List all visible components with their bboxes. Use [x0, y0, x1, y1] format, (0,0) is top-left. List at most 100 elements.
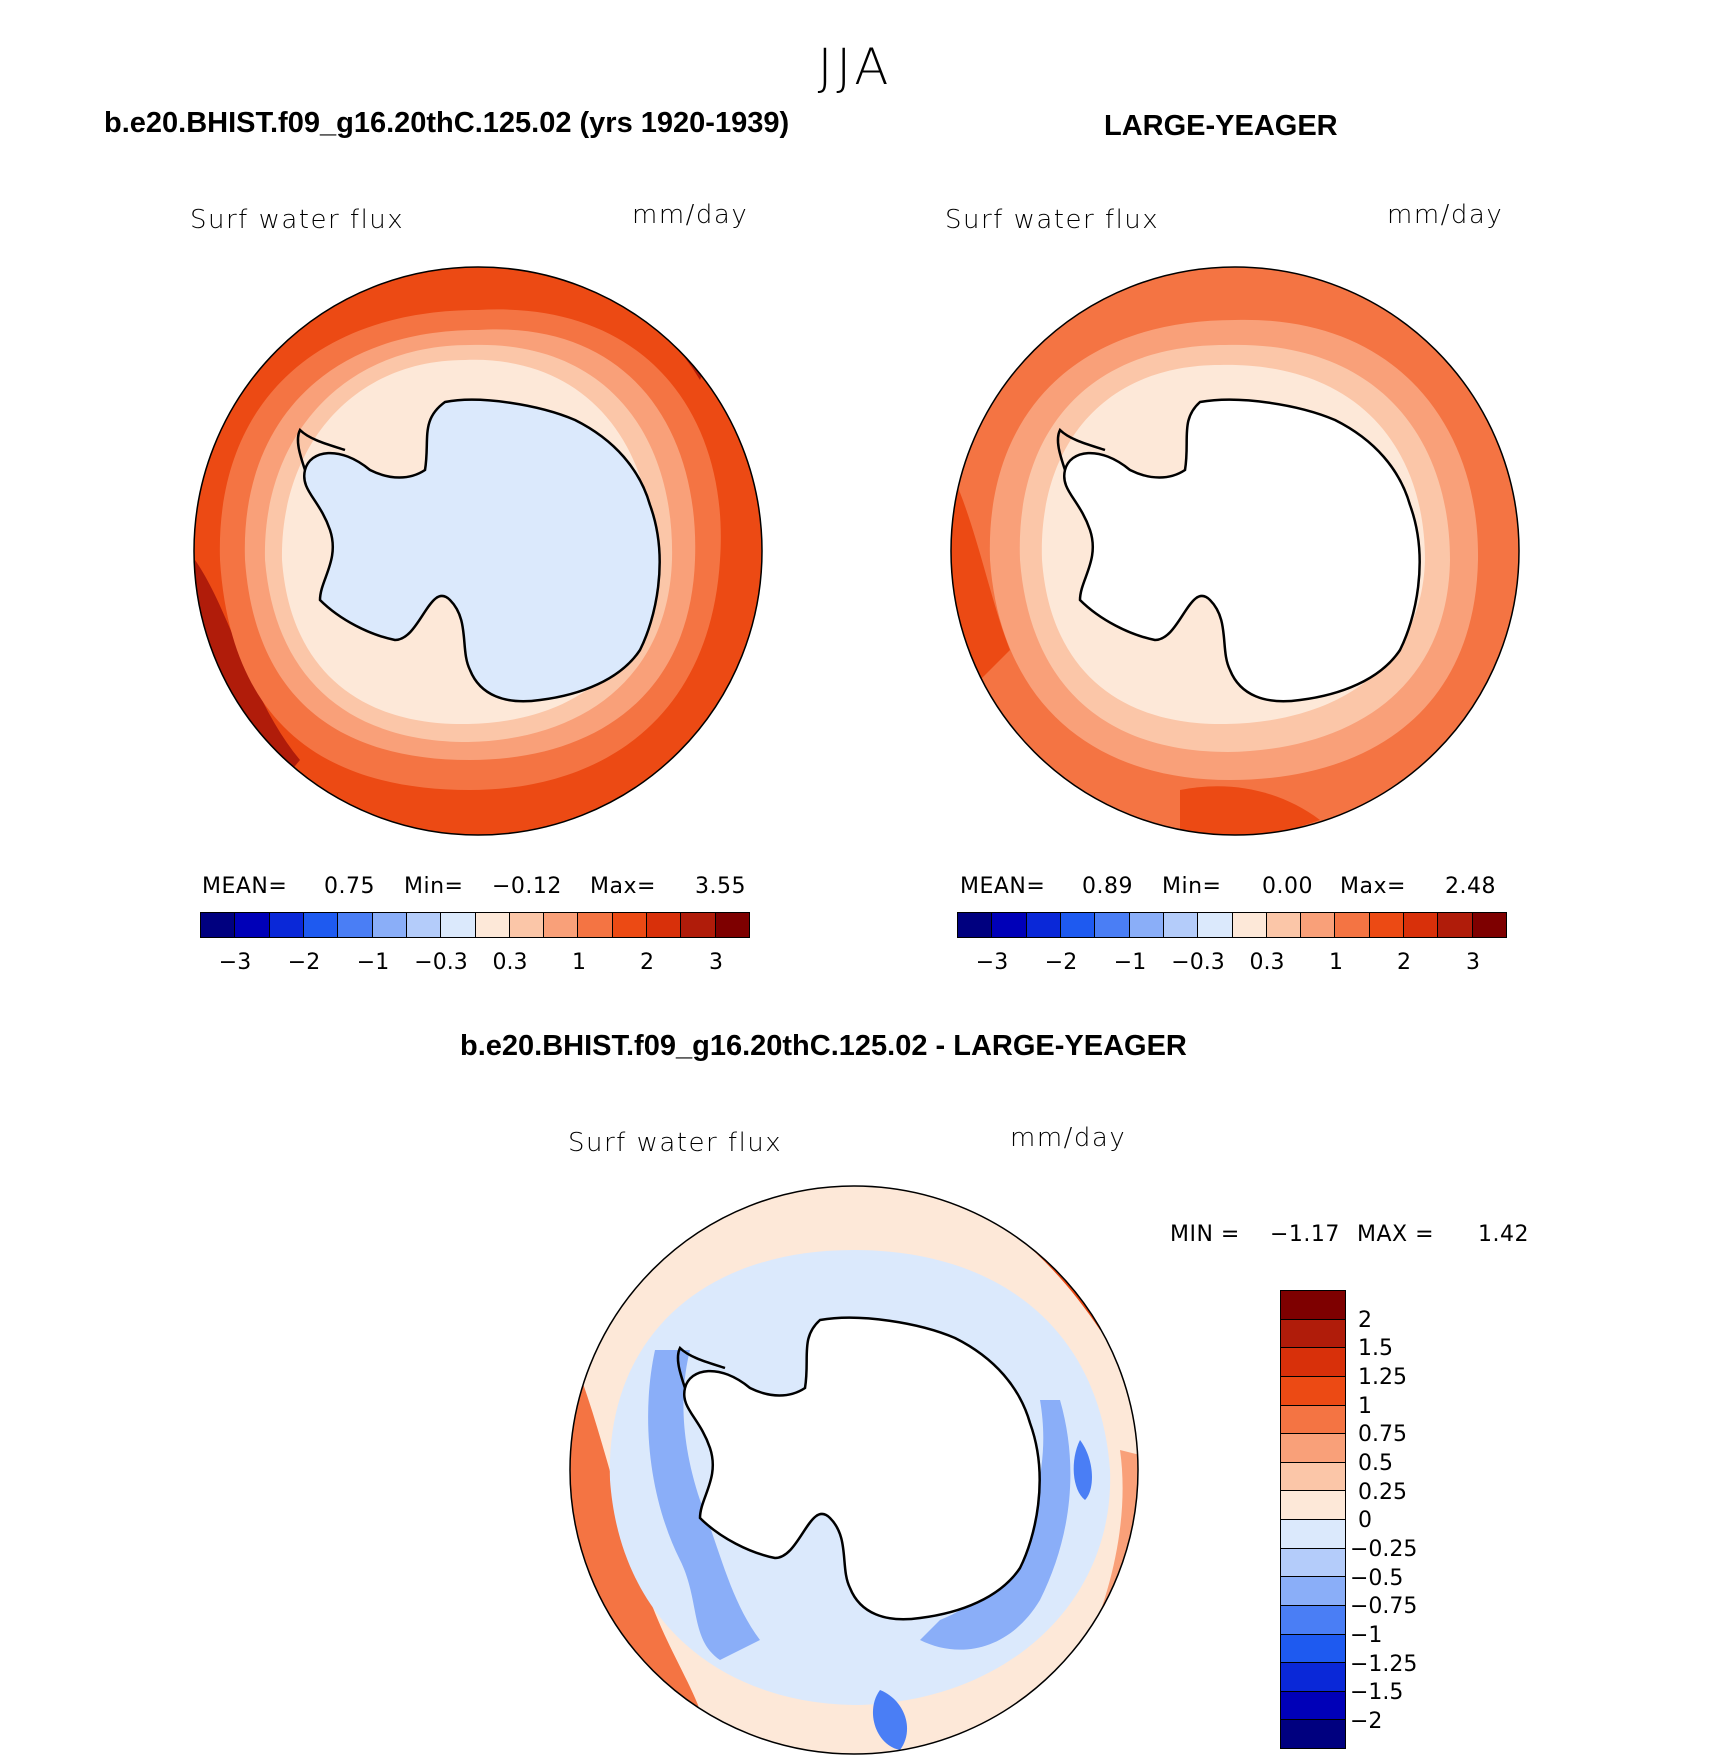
colorbar-swatch	[1129, 913, 1164, 937]
colorbar-swatch	[1281, 1491, 1345, 1520]
colorbar-swatch	[1438, 913, 1473, 937]
map2-band-2	[1019, 344, 1450, 752]
panel1-units-label: mm/day	[632, 200, 749, 230]
panel2-max-label: Max=	[1340, 874, 1406, 899]
panel1-max-value: 3.55	[695, 874, 746, 899]
panel2-max-value: 2.48	[1445, 874, 1496, 899]
cbar1-tick: −1	[356, 950, 390, 975]
panel1-min-label: Min=	[404, 874, 464, 899]
cbar2-tick: −3	[975, 950, 1009, 975]
map2-band-3	[1041, 364, 1425, 725]
map3-red-topright	[940, 1186, 1138, 1330]
cbar2-tick: 3	[1466, 950, 1480, 975]
colorbar-swatch	[475, 913, 510, 937]
colorbar-swatch	[1281, 1720, 1345, 1748]
vbar-label: −0.25	[1350, 1537, 1418, 1562]
colorbar-swatch	[372, 913, 407, 937]
panel2-min-label: Min=	[1162, 874, 1222, 899]
map2-peninsula	[1056, 427, 1106, 471]
map1-dark-patch-left	[194, 560, 300, 820]
panel1-min-value: −0.12	[492, 874, 562, 899]
colorbar-swatch	[1281, 1548, 1345, 1578]
map1-dark-patch-top	[560, 267, 720, 380]
colorbar-swatch	[958, 913, 993, 937]
colorbar-swatch	[578, 913, 613, 937]
colorbar-panel2	[957, 912, 1507, 938]
map2-outer-band	[951, 267, 1519, 835]
colorbar-swatch	[441, 913, 476, 937]
colorbar-swatch	[269, 913, 304, 937]
cbar1-tick: 1	[572, 950, 586, 975]
colorbar-swatch	[1301, 913, 1336, 937]
colorbar-panel1	[200, 912, 750, 938]
colorbar-swatch	[303, 913, 339, 937]
map1-peninsula	[296, 427, 346, 471]
vbar-label: 0	[1358, 1508, 1372, 1533]
map1-band-3	[264, 344, 673, 742]
panel2-variable-label: Surf water flux	[945, 205, 1160, 235]
map1-band-1	[219, 309, 721, 790]
colorbar-swatch	[647, 913, 682, 937]
vbar-label: −1.25	[1350, 1652, 1418, 1677]
panel3-variable-label: Surf water flux	[568, 1128, 783, 1158]
panel1-mean-value: 0.75	[324, 874, 375, 899]
cbar2-tick: 1	[1329, 950, 1343, 975]
colorbar-diff	[1280, 1290, 1346, 1749]
panel3-title: b.e20.BHIST.f09_g16.20thC.125.02 - LARGE…	[460, 1030, 1187, 1062]
panel2-mean-label: MEAN=	[960, 874, 1046, 899]
colorbar-swatch	[992, 913, 1027, 937]
cbar1-tick: −3	[218, 950, 252, 975]
panel1-mean-label: MEAN=	[202, 874, 288, 899]
cbar2-tick: 0.3	[1249, 950, 1285, 975]
map1-continent	[302, 398, 661, 703]
colorbar-swatch	[1472, 913, 1506, 937]
colorbar-swatch	[1281, 1663, 1345, 1692]
colorbar-swatch	[1026, 913, 1061, 937]
map3-blue-band-right	[920, 1400, 1071, 1650]
colorbar-swatch	[1266, 913, 1302, 937]
colorbar-swatch	[1281, 1691, 1345, 1721]
panel1-title: b.e20.BHIST.f09_g16.20thC.125.02 (yrs 19…	[104, 107, 790, 139]
map3-blue-band-mid	[648, 1350, 760, 1660]
colorbar-swatch	[1281, 1405, 1345, 1435]
map3-base	[570, 1186, 1138, 1754]
cbar1-tick: 2	[640, 950, 654, 975]
colorbar-swatch	[715, 913, 749, 937]
cbar1-tick: −0.3	[414, 950, 468, 975]
colorbar-swatch	[1281, 1434, 1345, 1463]
panel1-variable-label: Surf water flux	[190, 205, 405, 235]
map2-dark-patch-left	[951, 470, 1010, 700]
colorbar-swatch	[612, 913, 648, 937]
colorbar-swatch	[681, 913, 716, 937]
cbar1-tick: 3	[709, 950, 723, 975]
map3-continent	[682, 1316, 1041, 1621]
panel2-mean-value: 0.89	[1082, 874, 1133, 899]
colorbar-swatch	[544, 913, 579, 937]
colorbar-swatch	[1281, 1348, 1345, 1377]
colorbar-swatch	[201, 913, 236, 937]
colorbar-swatch	[1369, 913, 1405, 937]
colorbar-swatch	[406, 913, 442, 937]
colorbar-swatch	[1060, 913, 1096, 937]
vbar-label: 1.25	[1358, 1365, 1407, 1390]
colorbar-swatch	[1281, 1462, 1345, 1492]
cbar1-tick: −2	[287, 950, 321, 975]
colorbar-swatch	[1281, 1634, 1345, 1664]
cbar2-tick: 2	[1397, 950, 1411, 975]
map3-peninsula	[676, 1345, 726, 1389]
map1-outer-band	[194, 267, 762, 835]
map1-band-4	[281, 359, 653, 725]
panel3-min-label: MIN =	[1170, 1222, 1240, 1247]
vbar-label: −0.5	[1350, 1566, 1404, 1591]
vbar-label: −1	[1350, 1623, 1383, 1648]
colorbar-swatch	[1281, 1376, 1345, 1406]
vbar-label: 0.75	[1358, 1422, 1407, 1447]
cbar2-tick: −2	[1044, 950, 1078, 975]
season-title: JJA	[817, 38, 893, 96]
colorbar-swatch	[1281, 1577, 1345, 1606]
panel2-title: LARGE-YEAGER	[1104, 110, 1338, 142]
colorbar-swatch	[235, 913, 270, 937]
panel3-units-label: mm/day	[1010, 1123, 1127, 1153]
colorbar-swatch	[1281, 1605, 1345, 1635]
colorbar-swatch	[1232, 913, 1267, 937]
